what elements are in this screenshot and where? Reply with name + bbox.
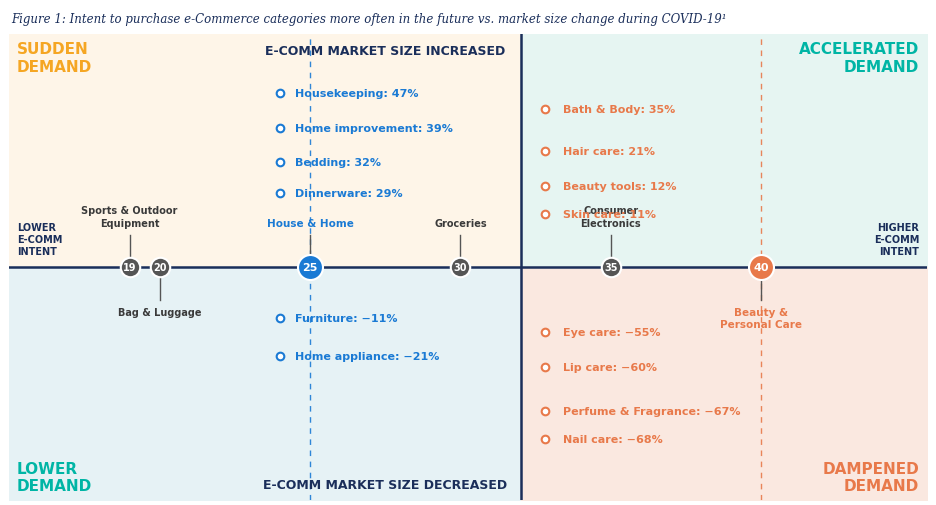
Text: Home improvement: 39%: Home improvement: 39% bbox=[295, 123, 453, 133]
Text: Housekeeping: 47%: Housekeeping: 47% bbox=[295, 88, 418, 98]
Text: HIGHER
E-COMM
INTENT: HIGHER E-COMM INTENT bbox=[873, 223, 919, 256]
Text: Hair care: 21%: Hair care: 21% bbox=[563, 146, 655, 157]
Text: 40: 40 bbox=[753, 263, 769, 273]
Text: 25: 25 bbox=[302, 263, 318, 273]
Text: LOWER
DEMAND: LOWER DEMAND bbox=[17, 461, 92, 493]
Text: 30: 30 bbox=[454, 263, 467, 273]
Text: Eye care: −55%: Eye care: −55% bbox=[563, 328, 660, 338]
Text: Furniture: −11%: Furniture: −11% bbox=[295, 314, 398, 324]
Text: House & Home: House & Home bbox=[267, 218, 354, 228]
Text: Dinnerware: 29%: Dinnerware: 29% bbox=[295, 188, 402, 198]
Text: Bedding: 32%: Bedding: 32% bbox=[295, 158, 381, 168]
Text: 20: 20 bbox=[153, 263, 167, 273]
Text: ACCELERATED
DEMAND: ACCELERATED DEMAND bbox=[798, 42, 919, 75]
Text: Bath & Body: 35%: Bath & Body: 35% bbox=[563, 105, 675, 115]
Text: Beauty &
Personal Care: Beauty & Personal Care bbox=[720, 307, 802, 329]
Text: Lip care: −60%: Lip care: −60% bbox=[563, 363, 657, 373]
Text: Beauty tools: 12%: Beauty tools: 12% bbox=[563, 181, 676, 191]
Text: Sports & Outdoor
Equipment: Sports & Outdoor Equipment bbox=[81, 206, 178, 228]
Text: Perfume & Fragrance: −67%: Perfume & Fragrance: −67% bbox=[563, 407, 740, 417]
Text: Skin care: 11%: Skin care: 11% bbox=[563, 209, 656, 219]
Text: 19: 19 bbox=[123, 263, 137, 273]
Text: LOWER
E-COMM
INTENT: LOWER E-COMM INTENT bbox=[17, 223, 63, 256]
Text: DAMPENED
DEMAND: DAMPENED DEMAND bbox=[823, 461, 919, 493]
Text: Figure 1: Intent to purchase e-Commerce categories more often in the future vs. : Figure 1: Intent to purchase e-Commerce … bbox=[11, 13, 726, 26]
Text: E-COMM MARKET SIZE INCREASED: E-COMM MARKET SIZE INCREASED bbox=[265, 44, 505, 58]
Text: Bag & Luggage: Bag & Luggage bbox=[118, 307, 201, 317]
Text: Nail care: −68%: Nail care: −68% bbox=[563, 435, 663, 444]
Text: Consumer
Electronics: Consumer Electronics bbox=[580, 206, 641, 228]
Text: SUDDEN
DEMAND: SUDDEN DEMAND bbox=[17, 42, 92, 75]
Text: Home appliance: −21%: Home appliance: −21% bbox=[295, 351, 439, 361]
Text: Groceries: Groceries bbox=[434, 218, 487, 228]
Text: 35: 35 bbox=[604, 263, 618, 273]
Text: E-COMM MARKET SIZE DECREASED: E-COMM MARKET SIZE DECREASED bbox=[263, 478, 507, 491]
